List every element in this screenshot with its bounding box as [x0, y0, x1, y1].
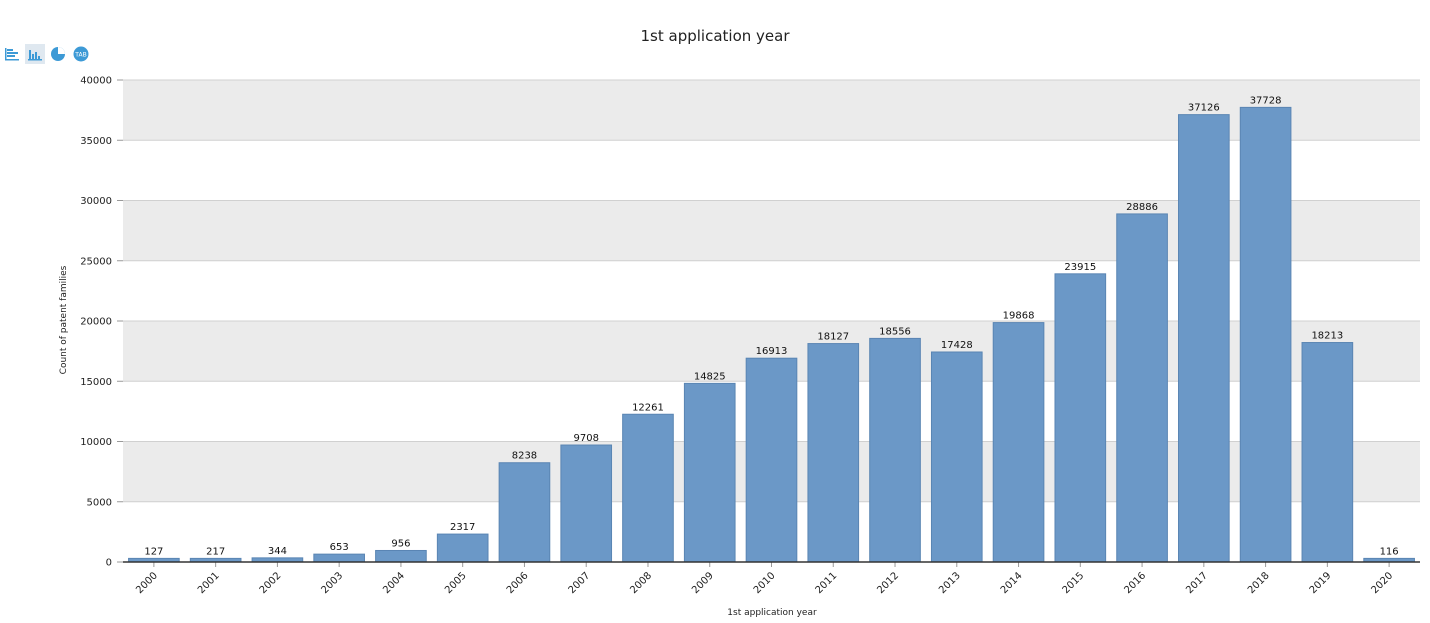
bar-value-label: 127 — [144, 546, 163, 557]
x-tick-label: 2008 — [628, 570, 654, 596]
y-axis-title: Count of patent families — [59, 265, 69, 374]
bar[interactable] — [808, 344, 859, 562]
bar-value-label: 116 — [1380, 546, 1399, 557]
bar[interactable] — [684, 383, 735, 562]
bar[interactable] — [623, 414, 674, 562]
bar[interactable] — [1179, 115, 1230, 562]
x-axis-ticks: 2000 2001 2002 2003 2004 2005 2006 2007 2008 2009… — [134, 562, 1395, 596]
x-tick-label: 2015 — [1061, 570, 1087, 596]
bar-value-label: 23915 — [1064, 262, 1096, 273]
bar[interactable] — [1302, 343, 1353, 562]
y-tick-label: 30000 — [80, 196, 112, 207]
x-tick-label: 2020 — [1369, 570, 1395, 596]
bar[interactable] — [1240, 107, 1291, 562]
y-tick-label: 20000 — [80, 317, 112, 328]
bar[interactable] — [931, 352, 982, 562]
y-tick-label: 15000 — [80, 377, 112, 388]
x-tick-label: 2019 — [1308, 570, 1334, 596]
bar-value-label: 653 — [330, 542, 349, 553]
bar-value-label: 8238 — [512, 451, 537, 462]
x-tick-label: 2004 — [381, 570, 407, 596]
bar-value-label: 14825 — [694, 371, 726, 382]
bar[interactable] — [870, 338, 921, 562]
bar-value-label: 18556 — [879, 326, 911, 337]
x-tick-label: 2005 — [443, 570, 469, 596]
x-tick-label: 2016 — [1122, 570, 1148, 596]
x-tick-label: 2002 — [258, 570, 284, 596]
x-tick-label: 2006 — [505, 570, 531, 596]
bar[interactable] — [499, 463, 550, 562]
bar-value-label: 18127 — [817, 332, 849, 343]
x-tick-label: 2009 — [690, 570, 716, 596]
x-tick-label: 2010 — [752, 570, 778, 596]
bar[interactable] — [561, 445, 612, 562]
bar-value-label: 28886 — [1126, 202, 1158, 213]
y-tick-label: 0 — [106, 558, 112, 569]
x-tick-label: 2001 — [196, 570, 222, 596]
x-tick-label: 2017 — [1184, 570, 1210, 596]
bar-value-label: 9708 — [573, 433, 598, 444]
x-tick-label: 2003 — [320, 570, 346, 596]
bar-value-label: 37126 — [1188, 103, 1220, 114]
bar[interactable] — [746, 358, 797, 562]
bar-value-label: 19868 — [1003, 311, 1035, 322]
bar[interactable] — [376, 550, 427, 562]
x-tick-label: 2013 — [937, 570, 963, 596]
x-tick-label: 2012 — [875, 570, 901, 596]
bar-value-label: 16913 — [756, 346, 788, 357]
bar[interactable] — [1117, 214, 1168, 562]
bar[interactable] — [314, 554, 365, 562]
bar-value-label: 956 — [391, 538, 410, 549]
bar-value-label: 12261 — [632, 402, 664, 413]
x-tick-label: 2014 — [999, 570, 1025, 596]
bar[interactable] — [437, 534, 488, 562]
x-tick-label: 2007 — [567, 570, 593, 596]
x-tick-label: 2011 — [814, 570, 840, 596]
bar[interactable] — [993, 323, 1044, 562]
bar-value-label: 18213 — [1311, 331, 1343, 342]
bar-value-label: 17428 — [941, 340, 973, 351]
x-axis-title: 1st application year — [727, 608, 817, 618]
y-tick-label: 10000 — [80, 437, 112, 448]
x-tick-label: 2018 — [1246, 570, 1272, 596]
bar-value-label: 344 — [268, 546, 287, 557]
bar[interactable] — [1055, 274, 1106, 562]
y-tick-label: 40000 — [80, 76, 112, 87]
x-tick-label: 2000 — [134, 570, 160, 596]
y-axis-ticks: 0 5000 10000 15000 20000 25000 30000 35000 40000 — [80, 76, 123, 569]
y-tick-label: 35000 — [80, 136, 112, 147]
bar-value-label: 37728 — [1250, 95, 1282, 106]
bar-value-label: 2317 — [450, 522, 475, 533]
y-tick-label: 5000 — [87, 497, 112, 508]
bar-value-label: 217 — [206, 546, 225, 557]
y-tick-label: 25000 — [80, 256, 112, 267]
